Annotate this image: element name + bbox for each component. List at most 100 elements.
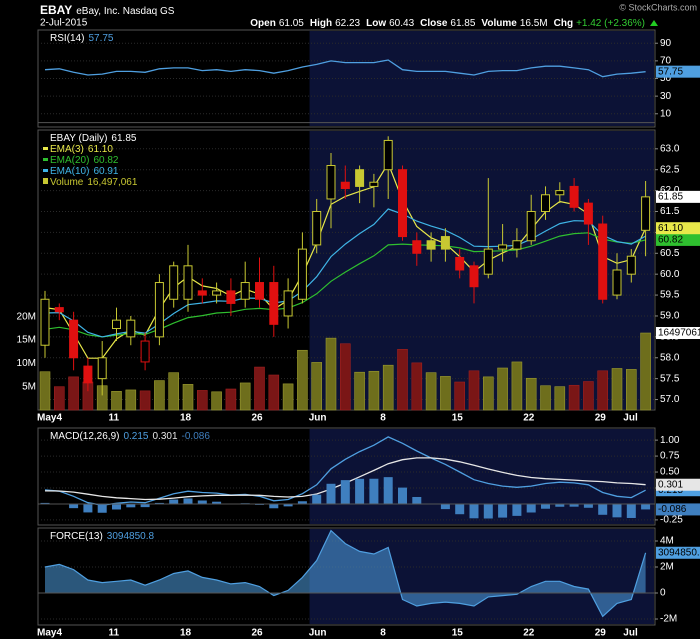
- date: 2-Jul-2015: [40, 18, 88, 29]
- y-tick-label: 50: [660, 73, 672, 84]
- histogram-bar: [626, 503, 636, 518]
- line: [44, 436, 646, 506]
- x-tick-label: 11: [109, 628, 120, 639]
- quote-label: Open: [250, 18, 276, 29]
- legend-value: -0.086: [182, 431, 211, 442]
- candle-body: [498, 244, 508, 250]
- month-shade: [309, 429, 654, 524]
- candle-body: [154, 282, 164, 338]
- value-box: [656, 546, 700, 559]
- histogram-bar: [583, 503, 593, 508]
- volume-bar: [168, 372, 179, 411]
- x-tick-label: 15: [452, 413, 464, 424]
- value-box-label: 61.10: [658, 223, 683, 234]
- legend-value: 0.215: [123, 431, 148, 442]
- legend-value: 61.85: [111, 133, 136, 144]
- candle-body: [54, 307, 64, 313]
- histogram-bar: [555, 503, 565, 507]
- legend-entry: EMA(3) 61.10: [50, 144, 113, 155]
- legend-entry: RSI(14) 57.75: [50, 33, 114, 44]
- company: eBay, Inc. Nasdaq GS: [76, 6, 175, 17]
- legend-value: 60.91: [93, 166, 118, 177]
- candle-body: [369, 181, 379, 187]
- candle-body: [469, 265, 479, 288]
- histogram-bar: [541, 503, 550, 509]
- candle-body: [269, 282, 279, 325]
- candle-body: [212, 290, 222, 296]
- legend-name: EMA(10): [50, 166, 89, 177]
- volume-bar: [239, 382, 251, 411]
- y-tick-label: 63.0: [660, 143, 680, 154]
- value-box: [656, 190, 700, 203]
- legend-value: 0.301: [153, 431, 178, 442]
- quote-label: Volume: [481, 18, 517, 29]
- legend-entry: Volume 16,497,061: [50, 177, 138, 188]
- volume-bar: [454, 381, 466, 411]
- candle-body: [169, 265, 179, 300]
- x-tick-label: 18: [180, 413, 192, 424]
- volume-bar: [211, 391, 222, 411]
- candle-body: [183, 265, 193, 300]
- value-box: [656, 65, 700, 78]
- legend-swatch: [43, 178, 48, 184]
- histogram-bar: [526, 503, 536, 513]
- volume-bar: [482, 376, 494, 411]
- volume-bar: [354, 371, 365, 411]
- candle-body: [426, 240, 436, 250]
- histogram-bar: [212, 501, 222, 504]
- x-tick-label: 22: [523, 413, 535, 424]
- candle-body: [412, 240, 422, 254]
- value-box-label: 16497061: [658, 328, 700, 339]
- volume-bar: [497, 367, 508, 411]
- candle-body: [312, 210, 322, 246]
- volume-bar: [397, 349, 408, 411]
- legend: FORCE(13) 3094850.8: [50, 531, 155, 542]
- candle-body: [555, 190, 565, 196]
- y-tick-label: 60.0: [660, 269, 680, 280]
- candle-body: [383, 139, 393, 171]
- x-tick-label: Jun: [309, 628, 327, 639]
- quote-value: 60.43: [389, 18, 414, 29]
- candle-body: [641, 196, 651, 231]
- candle-body: [512, 240, 522, 250]
- candle-body: [126, 319, 136, 338]
- quote-label: Low: [366, 18, 386, 29]
- candle-body: [197, 290, 207, 296]
- histogram-bar: [326, 483, 336, 504]
- x-tick-label: Jun: [309, 413, 327, 424]
- quote-value: 16.5M: [520, 18, 548, 29]
- legend: MACD(12,26,9) 0.215 0.301 -0.086: [50, 431, 210, 442]
- y-tick-label: 70: [660, 56, 672, 67]
- candle-body: [526, 210, 536, 242]
- value-box: [656, 222, 700, 235]
- quote-value: +1.42 (+2.36%): [576, 18, 645, 29]
- volume-bar: [339, 343, 351, 411]
- volume-bar: [568, 384, 580, 411]
- volume-bar: [111, 391, 122, 411]
- candle-body: [440, 236, 450, 250]
- legend-value: 60.82: [93, 155, 118, 166]
- legend-entry: EMA(20) 60.82: [50, 155, 119, 166]
- volume-bar: [411, 362, 423, 411]
- x-tick-label: Jul: [623, 628, 638, 639]
- legend: RSI(14) 57.75: [50, 33, 114, 44]
- candle-body: [483, 248, 493, 275]
- histogram-bar: [498, 503, 508, 518]
- y-tick-label: 61.5: [660, 206, 680, 217]
- quote-value: 62.23: [335, 18, 360, 29]
- x-tick-label: May4: [37, 413, 62, 424]
- histogram-bar: [612, 503, 622, 518]
- x-tick-label: 15: [452, 628, 464, 639]
- legend-title: MACD(12,26,9): [50, 431, 119, 442]
- volume-bar: [182, 384, 194, 411]
- y-tick-label: 90: [660, 38, 672, 49]
- volume-bar: [225, 388, 237, 411]
- value-box: [656, 503, 700, 516]
- x-tick-label: 11: [109, 413, 120, 424]
- volume-bar: [154, 380, 165, 411]
- chg-arrow: [650, 20, 658, 26]
- volume-tick-label: 5M: [22, 381, 36, 392]
- histogram-bar: [154, 502, 164, 504]
